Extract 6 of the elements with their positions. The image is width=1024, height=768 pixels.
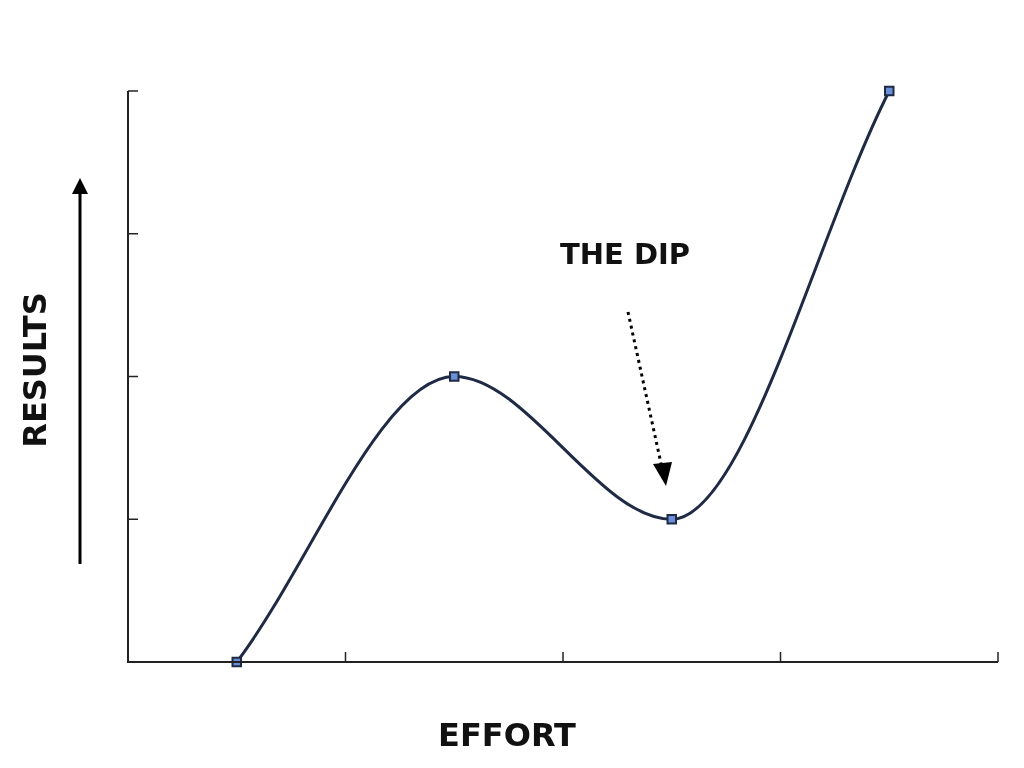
- y-axis-title: RESULTS: [16, 292, 54, 448]
- point: [884, 85, 895, 97]
- x-axis-title: EFFORT: [438, 716, 576, 754]
- point: [666, 514, 677, 525]
- point: [449, 371, 460, 382]
- annotation: THE DIP: [559, 236, 691, 271]
